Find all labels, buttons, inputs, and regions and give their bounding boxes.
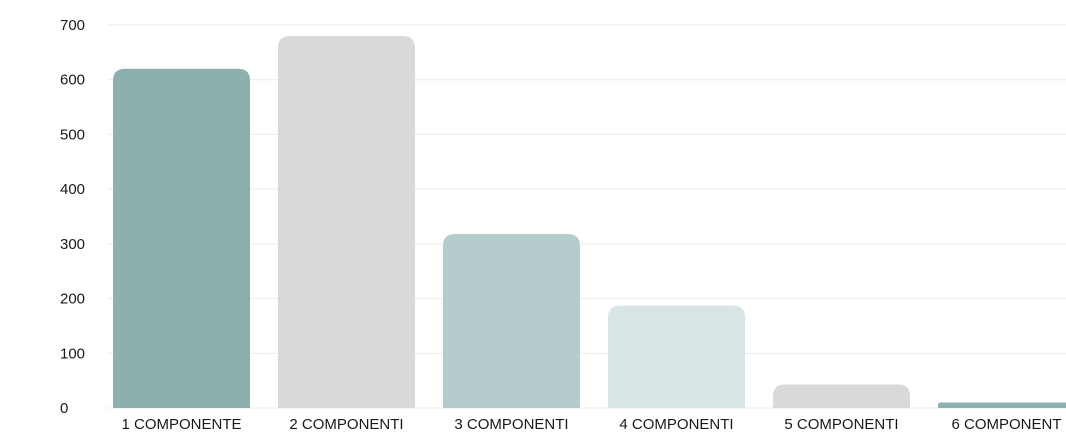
y-tick-label: 0 <box>60 400 68 417</box>
y-tick-label: 200 <box>60 291 85 308</box>
x-tick-label: 6 COMPONENT <box>951 416 1061 433</box>
bar-1 <box>113 68 250 409</box>
y-tick-label: 300 <box>60 236 85 253</box>
grid-layer <box>108 24 1066 409</box>
y-tick-label: 500 <box>60 126 85 143</box>
y-tick-label: 700 <box>60 17 85 34</box>
bar-layer <box>113 35 1066 409</box>
x-tick-label: 2 COMPONENTI <box>289 416 403 433</box>
x-tick-label: 4 COMPONENTI <box>619 416 733 433</box>
x-tick-label: 3 COMPONENTI <box>454 416 568 433</box>
y-tick-label: 600 <box>60 72 85 89</box>
y-tick-label: 100 <box>60 345 85 362</box>
bar-5 <box>773 384 910 408</box>
y-tick-label: 400 <box>60 181 85 198</box>
bar-6 <box>938 402 1066 408</box>
bar-3 <box>443 234 580 408</box>
x-tick-label: 1 COMPONENTE <box>121 416 241 433</box>
bar-2 <box>278 35 415 408</box>
bar-4 <box>608 305 745 408</box>
y-axis: 0 100 200 300 400 500 600 700 <box>60 17 85 417</box>
x-axis: 1 COMPONENTE 2 COMPONENTI 3 COMPONENTI 4 CO… <box>121 416 1061 433</box>
x-tick-label: 5 COMPONENTI <box>784 416 898 433</box>
